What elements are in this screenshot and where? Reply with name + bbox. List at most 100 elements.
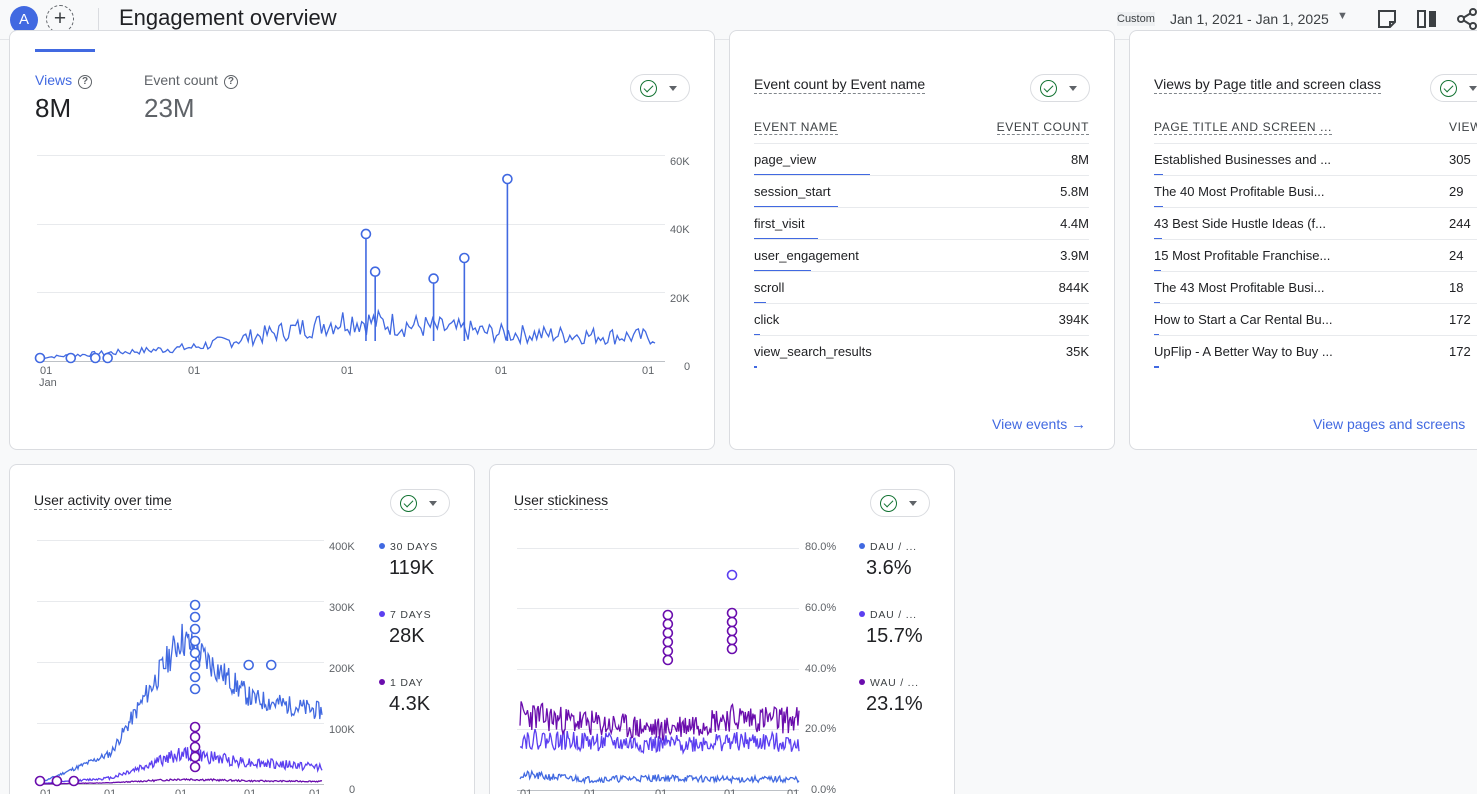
user-stickiness-line-chart[interactable]: [490, 465, 955, 794]
views-peak-marker[interactable]: [459, 252, 470, 264]
series-line-dau-wau[interactable]: [519, 728, 800, 755]
table-row[interactable]: The 43 Most Profitable Busi... 18: [1154, 271, 1477, 304]
stickiness-peak-marker[interactable]: [726, 625, 738, 637]
insights-chip[interactable]: [1430, 74, 1477, 102]
activity-peak-marker[interactable]: [265, 659, 277, 671]
insights-chip[interactable]: [1030, 74, 1090, 102]
series-line-1-day[interactable]: [40, 778, 323, 785]
column-header-event-name[interactable]: EVENT NAME: [754, 120, 838, 135]
share-icon[interactable]: [1456, 8, 1477, 30]
table-row[interactable]: click 394K: [754, 303, 1089, 336]
views-line-chart[interactable]: [10, 31, 715, 450]
activity-peak-marker[interactable]: [189, 671, 201, 683]
activity-point-marker[interactable]: [34, 775, 46, 787]
card-title[interactable]: Views by Page title and screen class: [1154, 76, 1381, 94]
legend-wau-mau-value: 23.1%: [866, 693, 923, 715]
table-row[interactable]: first_visit 4.4M: [754, 207, 1089, 240]
card-title[interactable]: User activity over time: [34, 492, 172, 510]
table-row[interactable]: Established Businesses and ... 305: [1154, 143, 1477, 176]
y-tick-label: 40K: [670, 224, 690, 236]
table-row[interactable]: 15 Most Profitable Franchise... 24: [1154, 239, 1477, 272]
card-title[interactable]: Event count by Event name: [754, 76, 926, 94]
views-point-marker[interactable]: [90, 352, 101, 364]
insights-chip[interactable]: [390, 489, 450, 517]
column-header-page-title[interactable]: PAGE TITLE AND SCREEN ...: [1154, 120, 1332, 135]
activity-peak-marker[interactable]: [189, 721, 201, 733]
add-comparison-button[interactable]: +: [46, 5, 74, 33]
legend-dau-mau-label: DAU / ...: [859, 541, 917, 553]
table-row[interactable]: page_view 8M: [754, 143, 1089, 176]
event-count-metric-tab[interactable]: Event count?: [144, 72, 238, 89]
table-row[interactable]: user_engagement 3.9M: [754, 239, 1089, 272]
activity-peak-marker[interactable]: [243, 659, 254, 671]
activity-peak-marker[interactable]: [189, 659, 201, 671]
activity-peak-marker[interactable]: [189, 761, 201, 773]
chevron-down-icon[interactable]: ▼: [1337, 10, 1348, 22]
user-activity-line-chart[interactable]: [10, 465, 475, 794]
views-metric-tab[interactable]: Views?: [35, 72, 93, 89]
views-peak-marker[interactable]: [360, 228, 372, 240]
activity-peak-marker[interactable]: [189, 751, 201, 763]
stickiness-peak-marker[interactable]: [662, 627, 674, 639]
column-header-event-count[interactable]: EVENT COUNT: [996, 120, 1089, 135]
help-icon[interactable]: ?: [223, 75, 238, 89]
stickiness-peak-marker[interactable]: [726, 616, 738, 628]
stickiness-peak-marker[interactable]: [726, 569, 738, 581]
table-row[interactable]: The 40 Most Profitable Busi... 29: [1154, 175, 1477, 208]
stickiness-peak-marker[interactable]: [662, 618, 674, 630]
note-icon[interactable]: [1376, 8, 1398, 30]
stickiness-peak-marker[interactable]: [726, 634, 738, 646]
compare-icon[interactable]: [1416, 8, 1438, 30]
series-line-dau-mau[interactable]: [519, 769, 800, 785]
date-range-picker[interactable]: Jan 1, 2021 - Jan 1, 2025: [1170, 11, 1329, 27]
stickiness-peak-marker[interactable]: [726, 607, 738, 619]
view-events-link[interactable]: View events →: [992, 416, 1087, 433]
views-peak-marker[interactable]: [502, 173, 513, 185]
activity-peak-marker[interactable]: [189, 741, 201, 753]
views-peak-marker[interactable]: [369, 266, 381, 278]
views-peak-marker[interactable]: [428, 273, 439, 284]
stickiness-peak-marker[interactable]: [726, 643, 738, 655]
activity-peak-marker[interactable]: [189, 611, 201, 623]
series-line-wau-mau[interactable]: [519, 701, 800, 741]
series-line-7-days[interactable]: [39, 746, 323, 785]
views-point-marker[interactable]: [34, 352, 46, 364]
custom-range-label: Custom: [1117, 12, 1155, 26]
y-tick-label: 400K: [329, 541, 355, 553]
activity-peak-marker[interactable]: [189, 635, 201, 647]
activity-peak-marker[interactable]: [189, 599, 201, 611]
card-title[interactable]: User stickiness: [514, 492, 609, 510]
table-row[interactable]: UpFlip - A Better Way to Buy ... 172: [1154, 335, 1477, 368]
activity-point-marker[interactable]: [51, 775, 63, 787]
activity-peak-marker[interactable]: [189, 647, 201, 659]
stickiness-peak-marker[interactable]: [662, 636, 674, 648]
table-row[interactable]: 43 Best Side Hustle Ideas (f... 244: [1154, 207, 1477, 240]
activity-peak-marker[interactable]: [189, 683, 201, 695]
views-point-marker[interactable]: [102, 352, 113, 364]
help-icon[interactable]: ?: [78, 75, 93, 89]
insights-chip[interactable]: [630, 74, 690, 102]
activity-peak-marker[interactable]: [189, 731, 201, 743]
stickiness-peak-marker[interactable]: [662, 654, 674, 666]
table-row[interactable]: session_start 5.8M: [754, 175, 1089, 208]
views-point-marker[interactable]: [65, 352, 77, 364]
y-tick-label: 20.0%: [805, 723, 837, 735]
stickiness-peak-marker[interactable]: [662, 645, 674, 657]
table-row[interactable]: scroll 844K: [754, 271, 1089, 304]
activity-peak-marker[interactable]: [189, 623, 201, 635]
column-header-views[interactable]: VIEW: [1449, 120, 1477, 134]
insights-chip[interactable]: [870, 489, 930, 517]
activity-point-marker[interactable]: [68, 775, 80, 787]
x-tick-label: 01: [495, 365, 508, 377]
gridline: [37, 601, 324, 602]
series-line-30-days[interactable]: [39, 623, 323, 784]
views-series-line[interactable]: [39, 308, 656, 359]
legend-1-day-label: 1 DAY: [379, 677, 424, 689]
avatar[interactable]: A: [10, 6, 38, 34]
table-row[interactable]: How to Start a Car Rental Bu... 172: [1154, 303, 1477, 336]
table-row[interactable]: view_search_results 35K: [754, 335, 1089, 368]
view-pages-link[interactable]: View pages and screens: [1313, 416, 1466, 432]
page-title[interactable]: Engagement overview: [119, 5, 337, 33]
gridline: [517, 608, 799, 609]
stickiness-peak-marker[interactable]: [662, 609, 674, 621]
